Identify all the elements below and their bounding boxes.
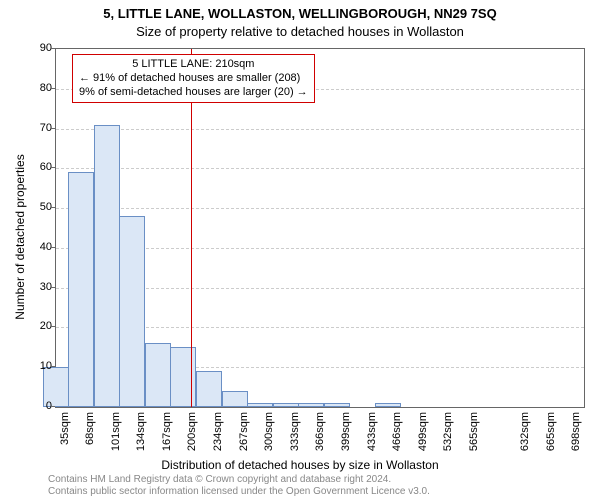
annotation-line1: 5 LITTLE LANE: 210sqm: [79, 58, 308, 72]
y-tick-mark: [51, 128, 55, 129]
gridline: [56, 168, 584, 169]
histogram-bar: [222, 391, 248, 407]
title-main: 5, LITTLE LANE, WOLLASTON, WELLINGBOROUG…: [0, 6, 600, 21]
histogram-bar: [196, 371, 222, 407]
annotation-line2: ← 91% of detached houses are smaller (20…: [79, 72, 308, 86]
y-axis-label: Number of detached properties: [13, 137, 27, 337]
y-tick-label: 30: [30, 281, 52, 293]
histogram-bar: [68, 172, 94, 407]
y-tick-label: 70: [30, 122, 52, 134]
x-tick-label: 200sqm: [186, 412, 198, 462]
x-tick-label: 101sqm: [110, 412, 122, 462]
histogram-bar: [145, 343, 171, 407]
gridline: [56, 129, 584, 130]
histogram-bar: [273, 403, 299, 407]
y-tick-label: 60: [30, 161, 52, 173]
histogram-bar: [94, 125, 120, 407]
footer-line1: Contains HM Land Registry data © Crown c…: [48, 474, 430, 486]
x-tick-label: 134sqm: [135, 412, 147, 462]
x-tick-label: 433sqm: [366, 412, 378, 462]
gridline: [56, 208, 584, 209]
x-tick-label: 399sqm: [340, 412, 352, 462]
x-tick-label: 698sqm: [570, 412, 582, 462]
x-tick-label: 665sqm: [545, 412, 557, 462]
x-tick-label: 499sqm: [417, 412, 429, 462]
y-tick-label: 90: [30, 42, 52, 54]
title-sub: Size of property relative to detached ho…: [0, 24, 600, 39]
x-tick-label: 565sqm: [468, 412, 480, 462]
y-tick-label: 50: [30, 201, 52, 213]
chart-container: 5, LITTLE LANE, WOLLASTON, WELLINGBOROUG…: [0, 0, 600, 500]
y-tick-label: 0: [30, 400, 52, 412]
histogram-bar: [375, 403, 401, 407]
histogram-bar: [298, 403, 324, 407]
footer-line2: Contains public sector information licen…: [48, 486, 430, 498]
y-tick-mark: [51, 48, 55, 49]
y-tick-mark: [51, 287, 55, 288]
x-tick-label: 466sqm: [391, 412, 403, 462]
y-tick-mark: [51, 406, 55, 407]
histogram-bar: [170, 347, 196, 407]
x-tick-label: 632sqm: [519, 412, 531, 462]
histogram-bar: [324, 403, 350, 407]
histogram-bar: [247, 403, 273, 407]
x-tick-label: 68sqm: [84, 412, 96, 462]
annotation-line3: 9% of semi-detached houses are larger (2…: [79, 86, 308, 100]
x-tick-label: 333sqm: [289, 412, 301, 462]
y-tick-label: 10: [30, 360, 52, 372]
footer: Contains HM Land Registry data © Crown c…: [48, 474, 430, 498]
y-tick-mark: [51, 326, 55, 327]
y-tick-label: 40: [30, 241, 52, 253]
x-tick-label: 532sqm: [442, 412, 454, 462]
annotation-box: 5 LITTLE LANE: 210sqm ← 91% of detached …: [72, 54, 315, 103]
y-tick-label: 80: [30, 82, 52, 94]
x-tick-label: 167sqm: [161, 412, 173, 462]
y-tick-mark: [51, 366, 55, 367]
y-tick-mark: [51, 167, 55, 168]
x-tick-label: 35sqm: [59, 412, 71, 462]
x-tick-label: 366sqm: [314, 412, 326, 462]
y-tick-mark: [51, 88, 55, 89]
x-tick-label: 300sqm: [263, 412, 275, 462]
histogram-bar: [119, 216, 145, 407]
y-tick-mark: [51, 247, 55, 248]
y-tick-label: 20: [30, 320, 52, 332]
x-tick-label: 234sqm: [212, 412, 224, 462]
x-tick-label: 267sqm: [238, 412, 250, 462]
y-tick-mark: [51, 207, 55, 208]
